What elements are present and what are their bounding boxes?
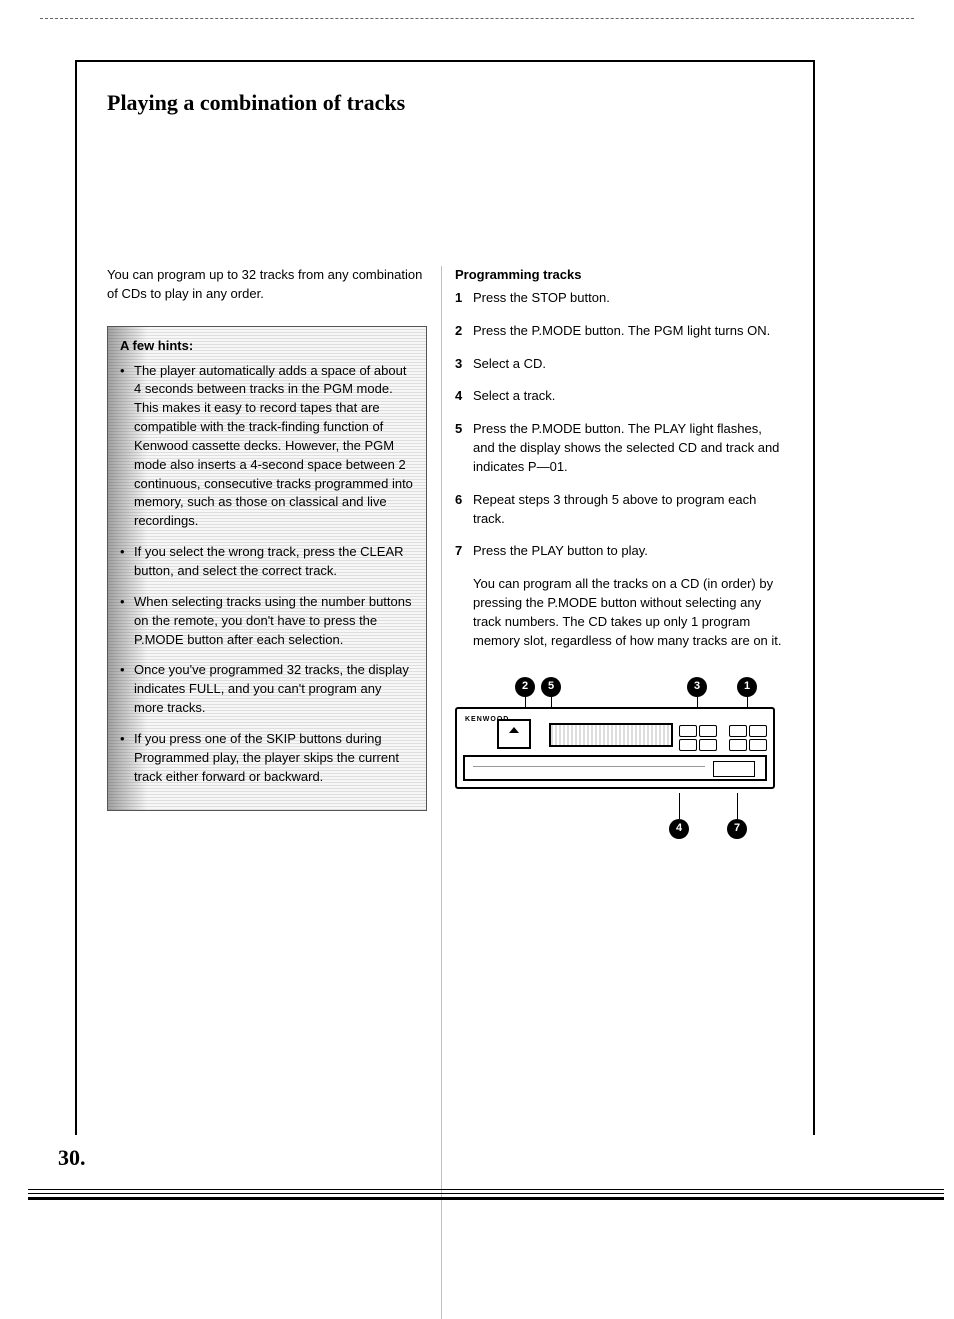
callout-leader — [737, 793, 738, 819]
step-item: 4 Select a track. — [455, 387, 783, 406]
hint-item: The player automatically adds a space of… — [120, 362, 414, 532]
rule-thin — [28, 1189, 944, 1190]
rule-thin — [28, 1193, 944, 1194]
callout-badge: 7 — [727, 819, 747, 839]
callout-badge: 2 — [515, 677, 535, 697]
columns: You can program up to 32 tracks from any… — [107, 266, 783, 839]
hints-title: A few hints: — [120, 337, 414, 356]
device-button — [749, 739, 767, 751]
program-note: You can program all the tracks on a CD (… — [455, 575, 783, 650]
device-button — [729, 725, 747, 737]
device-button — [749, 725, 767, 737]
step-number: 1 — [455, 289, 462, 308]
step-number: 2 — [455, 322, 462, 341]
step-text: Press the STOP button. — [473, 290, 610, 305]
callout-row-bottom: 47 — [455, 793, 775, 839]
callout-badge: 4 — [669, 819, 689, 839]
device-button — [679, 725, 697, 737]
left-column: You can program up to 32 tracks from any… — [107, 266, 427, 839]
page: Playing a combination of tracks You can … — [0, 0, 954, 1235]
right-column: Programming tracks 1 Press the STOP butto… — [455, 266, 783, 839]
programming-heading: Programming tracks — [455, 266, 783, 285]
step-item: 6 Repeat steps 3 through 5 above to progr… — [455, 491, 783, 529]
bottom-rules — [28, 1189, 944, 1199]
top-dashed-rule — [40, 18, 914, 19]
step-text: Repeat steps 3 through 5 above to progra… — [473, 492, 756, 526]
hint-item: If you press one of the SKIP buttons dur… — [120, 730, 414, 787]
device-button — [729, 739, 747, 751]
eject-door — [497, 719, 531, 749]
device-button — [699, 739, 717, 751]
step-item: 3 Select a CD. — [455, 355, 783, 374]
hint-item: If you select the wrong track, press the… — [120, 543, 414, 581]
hint-item: Once you've programmed 32 tracks, the di… — [120, 661, 414, 718]
cd-player-front: KENWOOD — [455, 707, 775, 789]
device-button — [679, 739, 697, 751]
callout-badge: 3 — [687, 677, 707, 697]
step-number: 3 — [455, 355, 462, 374]
callout-badge: 1 — [737, 677, 757, 697]
step-text: Select a track. — [473, 388, 555, 403]
device-diagram: 25 3 1 KENWOOD — [455, 677, 775, 839]
step-item: 2 Press the P.MODE button. The PGM light … — [455, 322, 783, 341]
step-text: Press the P.MODE button. The PLAY light … — [473, 421, 779, 474]
step-number: 4 — [455, 387, 462, 406]
hints-box: A few hints: The player automatically ad… — [107, 326, 427, 812]
page-number: 30. — [58, 1145, 86, 1171]
tray-slot — [713, 761, 755, 777]
step-item: 7 Press the PLAY button to play. — [455, 542, 783, 561]
callout-row-top: 25 3 1 — [455, 677, 775, 707]
intro-text: You can program up to 32 tracks from any… — [107, 266, 427, 304]
step-number: 7 — [455, 542, 462, 561]
step-item: 5 Press the P.MODE button. The PLAY light… — [455, 420, 783, 477]
step-text: Press the PLAY button to play. — [473, 543, 648, 558]
hints-list: The player automatically adds a space of… — [120, 362, 414, 787]
disc-tray — [463, 755, 767, 781]
callout-badge: 5 — [541, 677, 561, 697]
step-text: Select a CD. — [473, 356, 546, 371]
device-display — [549, 723, 673, 747]
hint-item: When selecting tracks using the number b… — [120, 593, 414, 650]
content-frame: Playing a combination of tracks You can … — [75, 60, 815, 1135]
step-number: 6 — [455, 491, 462, 510]
step-item: 1 Press the STOP button. — [455, 289, 783, 308]
callout-leader — [679, 793, 680, 819]
page-title: Playing a combination of tracks — [107, 90, 783, 116]
rule-thick — [28, 1197, 944, 1200]
device-button — [699, 725, 717, 737]
step-number: 5 — [455, 420, 462, 439]
steps-list: 1 Press the STOP button. 2 Press the P.MOD… — [455, 289, 783, 561]
step-text: Press the P.MODE button. The PGM light t… — [473, 323, 770, 338]
